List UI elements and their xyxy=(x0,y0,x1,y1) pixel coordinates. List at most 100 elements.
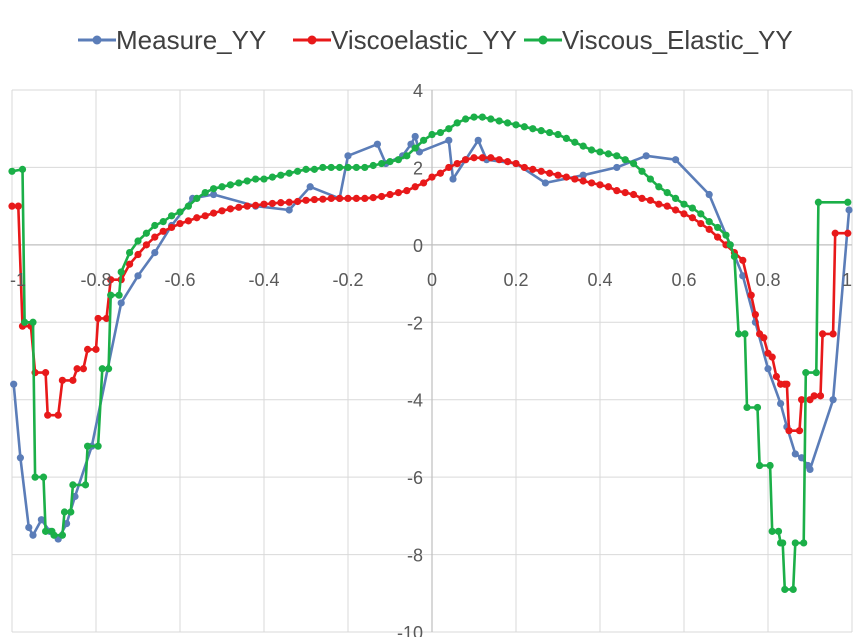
series-point xyxy=(504,119,512,127)
series-point xyxy=(571,175,579,183)
series-point xyxy=(201,212,209,220)
series-point xyxy=(336,163,344,172)
series-point xyxy=(445,125,453,133)
series-point xyxy=(159,218,167,226)
series-point xyxy=(562,134,571,142)
series-point xyxy=(785,427,793,435)
series-point xyxy=(327,163,335,172)
series-point xyxy=(541,179,550,187)
series-point xyxy=(58,531,66,539)
series-point xyxy=(8,167,16,175)
series-point xyxy=(537,167,545,175)
series-point xyxy=(789,585,797,594)
series-point xyxy=(672,194,680,202)
series-point xyxy=(642,152,650,160)
series-point xyxy=(844,229,852,237)
y-tick-label: 4 xyxy=(413,81,423,101)
series-point xyxy=(462,156,470,164)
x-tick-label: 0 xyxy=(427,270,437,290)
series-point xyxy=(98,365,106,373)
series-point xyxy=(800,539,808,547)
series-point xyxy=(579,142,587,150)
series-point xyxy=(176,208,184,216)
series-point xyxy=(781,585,789,594)
series-point xyxy=(411,144,419,152)
series-point xyxy=(69,376,77,384)
series-point xyxy=(117,268,125,276)
series-point xyxy=(134,237,142,245)
series-point xyxy=(92,345,100,353)
series-point xyxy=(783,380,791,388)
series-point xyxy=(260,200,268,208)
series-point xyxy=(756,461,764,470)
series-point xyxy=(168,223,176,232)
series-point xyxy=(319,195,327,203)
legend-label: Viscoelastic_YY xyxy=(331,25,517,55)
series-point xyxy=(226,205,234,213)
x-tick-label: -0.8 xyxy=(80,270,111,290)
series-point xyxy=(753,403,762,412)
series-point xyxy=(369,194,377,202)
tick-labels: -1 -0.8 -0.6 -0.4 -0.2 0 0.2 0.4 0.6 0.8 1 4 2 0 -2 -4 -… xyxy=(10,81,852,637)
series-point xyxy=(795,427,804,435)
series-point xyxy=(319,163,327,172)
series-point xyxy=(252,201,260,209)
series-point xyxy=(14,202,22,210)
series-point xyxy=(42,527,50,535)
series-point xyxy=(436,169,444,177)
series-point xyxy=(798,454,806,462)
x-tick-label: -0.4 xyxy=(248,270,279,290)
y-tick-label: -8 xyxy=(407,546,423,566)
series-point xyxy=(428,173,436,181)
series-point xyxy=(25,523,33,532)
series-point xyxy=(697,219,705,228)
series-point xyxy=(134,250,142,259)
series-point xyxy=(806,465,814,473)
series-point xyxy=(562,173,571,181)
series-point xyxy=(306,183,314,191)
series-point xyxy=(520,123,529,131)
series-point xyxy=(449,175,457,183)
series-point xyxy=(504,158,512,166)
series-point xyxy=(84,442,92,450)
series-point xyxy=(105,365,113,373)
series-point xyxy=(16,454,24,462)
series-point xyxy=(302,196,310,204)
series-point xyxy=(373,140,381,148)
series-point xyxy=(768,527,776,535)
series-point xyxy=(470,113,478,121)
legend-swatch-marker xyxy=(538,35,548,45)
series-point xyxy=(210,209,218,217)
series-point xyxy=(705,190,713,199)
series-point xyxy=(79,365,87,373)
series-line xyxy=(12,156,848,433)
series-point xyxy=(688,214,697,222)
series-point xyxy=(243,177,251,185)
series-point xyxy=(453,119,461,127)
series-point xyxy=(436,128,444,137)
x-tick-label: -0.2 xyxy=(332,270,363,290)
series-point xyxy=(663,188,671,197)
series-point xyxy=(378,159,386,168)
series-point xyxy=(646,196,655,204)
series-point xyxy=(579,177,587,185)
series-point xyxy=(741,330,749,338)
series-point xyxy=(29,318,37,326)
series-point xyxy=(84,345,92,353)
series-point xyxy=(596,181,604,189)
series-point xyxy=(31,473,39,481)
series-point xyxy=(369,161,377,170)
y-tick-label: -4 xyxy=(407,391,423,411)
series-point xyxy=(39,473,48,481)
series-point xyxy=(218,183,226,191)
series-point xyxy=(810,392,818,400)
series-point xyxy=(537,127,545,135)
series-point xyxy=(294,167,302,175)
legend-label: Viscous_Elastic_YY xyxy=(562,25,793,55)
series-point xyxy=(193,214,201,222)
series-point xyxy=(50,531,58,539)
x-tick-label: 1 xyxy=(842,270,852,290)
series-point xyxy=(688,204,697,212)
series-point xyxy=(115,291,123,299)
series-point xyxy=(766,461,774,470)
